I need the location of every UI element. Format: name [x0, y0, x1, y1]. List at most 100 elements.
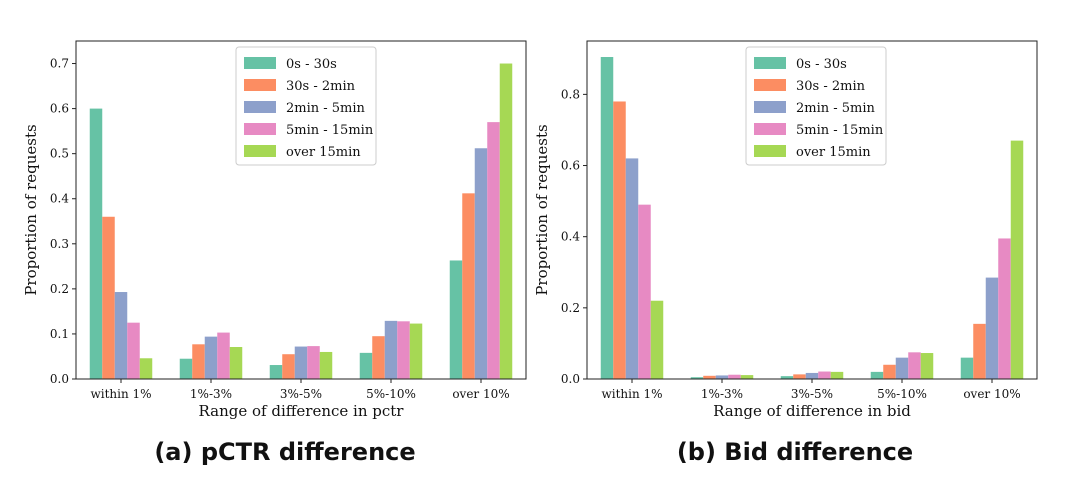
- ytick-label-pctr-0: 0.0: [50, 372, 69, 386]
- legend-swatch-bid-2: [754, 101, 786, 113]
- ytick-label-pctr-2: 0.2: [50, 282, 69, 296]
- bar-bid-s0-c3: [870, 371, 884, 379]
- ytick-label-pctr-5: 0.5: [50, 147, 69, 161]
- bar-pctr-s1-c0: [102, 216, 115, 379]
- legend-swatch-bid-3: [754, 123, 786, 135]
- bar-bid-s4-c1: [740, 375, 754, 379]
- legend-swatch-pctr-3: [244, 123, 276, 135]
- bar-bid-s3-c0: [638, 204, 651, 379]
- bar-pctr-s0-c2: [269, 365, 283, 379]
- legend-label-pctr-0: 0s - 30s: [286, 57, 337, 72]
- bar-pctr-s3-c1: [217, 332, 230, 379]
- legend-swatch-bid-0: [754, 57, 786, 69]
- bar-bid-s3-c4: [998, 238, 1011, 379]
- ytick-label-pctr-3: 0.3: [50, 237, 69, 251]
- ytick-label-bid-1: 0.2: [561, 301, 580, 315]
- bar-bid-s2-c1: [715, 375, 729, 379]
- bar-bid-s0-c1: [690, 377, 704, 379]
- bar-pctr-s0-c3: [359, 352, 373, 379]
- legend-swatch-bid-1: [754, 79, 786, 91]
- bar-pctr-s4-c1: [229, 347, 243, 379]
- legend-label-pctr-4: over 15min: [286, 145, 361, 160]
- bar-bid-s4-c3: [920, 353, 934, 379]
- bar-pctr-s4-c3: [409, 323, 423, 379]
- bar-bid-s3-c2: [818, 371, 831, 379]
- legend-label-pctr-3: 5min - 15min: [286, 123, 374, 138]
- caption-bid: (b) Bid difference: [676, 438, 914, 466]
- legend-box-pctr: [235, 46, 377, 166]
- bar-pctr-s2-c2: [294, 346, 308, 379]
- bar-bid-s3-c1: [728, 374, 741, 379]
- ytick-label-bid-0: 0.0: [561, 372, 580, 386]
- xtick-label-bid-4: over 10%: [963, 387, 1020, 401]
- legend-swatch-pctr-1: [244, 79, 276, 91]
- bar-bid-s4-c0: [650, 300, 664, 379]
- legend-swatch-pctr-0: [244, 57, 276, 69]
- bar-bid-s1-c3: [883, 364, 896, 379]
- ytick-label-pctr-7: 0.7: [50, 57, 69, 71]
- bar-pctr-s2-c0: [114, 292, 128, 379]
- bar-bid-s2-c2: [805, 372, 819, 379]
- bar-pctr-s1-c2: [282, 354, 295, 379]
- bar-pctr-s2-c1: [204, 336, 218, 379]
- xtick-label-pctr-3: 5%-10%: [366, 387, 416, 401]
- xtick-label-pctr-1: 1%-3%: [190, 387, 232, 401]
- ylabel-bid: Proportion of requests: [533, 124, 551, 295]
- bar-bid-s0-c2: [780, 376, 794, 379]
- ytick-label-pctr-6: 0.6: [50, 102, 69, 116]
- bar-pctr-s0-c4: [449, 260, 463, 379]
- bar-bid-s1-c4: [973, 323, 986, 379]
- bar-bid-s1-c0: [613, 101, 626, 379]
- bar-pctr-s3-c4: [487, 122, 500, 380]
- bar-bid-s2-c4: [985, 277, 999, 379]
- legend-swatch-pctr-2: [244, 101, 276, 113]
- bar-pctr-s1-c3: [372, 336, 385, 379]
- legend-label-bid-4: over 15min: [796, 145, 871, 160]
- xtick-label-bid-1: 1%-3%: [701, 387, 743, 401]
- bar-pctr-s2-c3: [384, 320, 398, 379]
- legend-label-pctr-2: 2min - 5min: [286, 101, 366, 116]
- xlabel-pctr: Range of difference in pctr: [199, 402, 405, 420]
- bar-bid-s1-c2: [793, 374, 806, 379]
- bar-pctr-s4-c4: [499, 63, 513, 379]
- bar-pctr-s2-c4: [474, 148, 488, 379]
- legend-label-bid-1: 30s - 2min: [796, 79, 866, 94]
- xlabel-bid: Range of difference in bid: [713, 402, 911, 420]
- xtick-label-bid-3: 5%-10%: [877, 387, 927, 401]
- xtick-label-pctr-2: 3%-5%: [280, 387, 322, 401]
- bar-pctr-s4-c0: [139, 358, 153, 379]
- legend-box-bid: [745, 46, 887, 166]
- bar-pctr-s3-c2: [307, 346, 320, 379]
- legend-label-bid-2: 2min - 5min: [796, 101, 876, 116]
- legend-label-pctr-1: 30s - 2min: [286, 79, 356, 94]
- bar-bid-s1-c1: [703, 375, 716, 379]
- bar-pctr-s1-c4: [462, 193, 475, 379]
- bar-bid-s3-c3: [908, 352, 921, 379]
- ytick-label-bid-4: 0.8: [561, 87, 580, 101]
- xtick-label-bid-0: within 1%: [601, 387, 662, 401]
- legend-label-bid-3: 5min - 15min: [796, 123, 884, 138]
- legend-swatch-pctr-4: [244, 145, 276, 157]
- ytick-label-pctr-1: 0.1: [50, 327, 69, 341]
- bar-bid-s2-c0: [625, 158, 639, 379]
- xtick-label-pctr-0: within 1%: [90, 387, 151, 401]
- bar-pctr-s1-c1: [192, 344, 205, 379]
- bar-bid-s4-c2: [830, 371, 844, 379]
- bar-bid-s0-c4: [960, 357, 974, 379]
- bar-pctr-s0-c1: [179, 358, 193, 379]
- bar-pctr-s0-c0: [89, 108, 103, 379]
- caption-pctr: (a) pCTR difference: [154, 438, 416, 466]
- xtick-label-pctr-4: over 10%: [452, 387, 509, 401]
- bar-bid-s2-c3: [895, 357, 909, 379]
- legend-label-bid-0: 0s - 30s: [796, 57, 847, 72]
- ytick-label-bid-2: 0.4: [561, 230, 580, 244]
- ytick-label-bid-3: 0.6: [561, 159, 580, 173]
- ytick-label-pctr-4: 0.4: [50, 192, 69, 206]
- ylabel-pctr: Proportion of requests: [22, 124, 40, 295]
- xtick-label-bid-2: 3%-5%: [791, 387, 833, 401]
- bar-pctr-s4-c2: [319, 351, 333, 379]
- legend-swatch-bid-4: [754, 145, 786, 157]
- bar-bid-s4-c4: [1010, 140, 1024, 379]
- bar-bid-s0-c0: [600, 57, 614, 379]
